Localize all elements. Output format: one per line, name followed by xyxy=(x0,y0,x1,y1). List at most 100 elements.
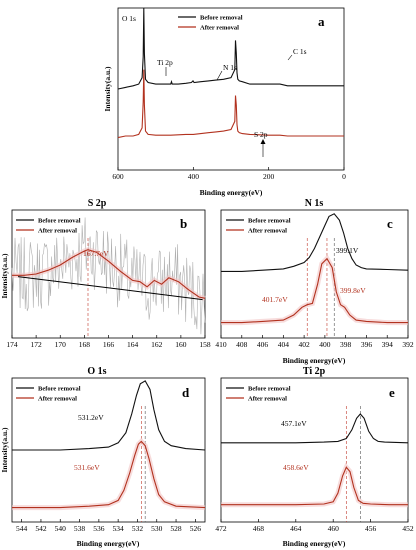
panel-d-legend: Before removal After removal xyxy=(16,386,81,403)
x-tick-label-b-166: 166 xyxy=(103,340,115,349)
series-d-after-removal xyxy=(12,440,206,509)
x-tick-label-d-530: 530 xyxy=(151,524,163,533)
panel-c-peak-label-left: 401.7eV xyxy=(262,295,288,304)
x-tick-label-d-542: 542 xyxy=(35,524,47,533)
annotation-n1s: N 1s xyxy=(223,63,237,72)
legend-e-after-label: After removal xyxy=(248,396,287,403)
panel-a: 600 400 200 0 a Before removal After remova… xyxy=(103,7,346,197)
arrow-c1s xyxy=(287,54,293,61)
x-tick-label-b-170: 170 xyxy=(55,340,67,349)
series-e-after-removal xyxy=(221,466,408,506)
x-tick-label-b-158: 158 xyxy=(199,340,211,349)
annotation-s2p: S 2p xyxy=(254,130,268,139)
panel-d-peak-label-before: 531.2eV xyxy=(78,413,104,422)
x-tick-label-b-174: 174 xyxy=(6,340,18,349)
annotation-c1s: C 1s xyxy=(293,47,307,56)
panel-e-ticks-group: 472 468 464 460 456 452 xyxy=(215,519,414,533)
x-tick-label-c-400: 400 xyxy=(319,340,331,349)
x-tick-label-b-160: 160 xyxy=(175,340,187,349)
x-tick-label-c-406: 406 xyxy=(257,340,269,349)
panel-d-ticks-group: 544 542 540 538 536 534 532 530 528 526 xyxy=(16,519,201,533)
panel-d: 544 542 540 538 536 534 532 530 528 526 O 1s d Be… xyxy=(0,366,206,548)
legend-a-before-label: Before removal xyxy=(200,15,243,22)
x-tick-label-d-528: 528 xyxy=(170,524,182,533)
panel-d-peak-label-after: 531.6eV xyxy=(74,463,100,472)
x-tick-label-a-600: 600 xyxy=(112,172,124,181)
x-tick-label-d-526: 526 xyxy=(190,524,202,533)
panel-a-legend: Before removal After removal xyxy=(178,15,243,32)
panel-e-letter: e xyxy=(389,385,395,400)
x-tick-label-c-402: 402 xyxy=(298,340,310,349)
x-tick-label-a-400: 400 xyxy=(188,172,200,181)
x-tick-label-d-536: 536 xyxy=(93,524,105,533)
legend-c-after-label: After removal xyxy=(248,228,287,235)
x-tick-label-a-0: 0 xyxy=(342,172,346,181)
x-tick-label-d-532: 532 xyxy=(132,524,144,533)
panel-a-letter: a xyxy=(318,14,325,29)
x-tick-label-a-200: 200 xyxy=(263,172,275,181)
series-a-after-removal xyxy=(117,69,344,139)
series-glow-d-1 xyxy=(12,437,206,511)
panel-c-letter: c xyxy=(387,216,393,231)
series-e-before-removal xyxy=(221,413,409,444)
panel-a-ticks-group: 600 400 200 0 xyxy=(112,167,346,181)
x-tick-label-d-540: 540 xyxy=(55,524,67,533)
x-tick-label-d-544: 544 xyxy=(16,524,28,533)
series-a-before-removal xyxy=(117,7,344,90)
panel-d-letter: d xyxy=(182,385,190,400)
x-tick-label-e-460: 460 xyxy=(328,524,340,533)
arrowhead-s2p xyxy=(260,139,266,144)
panel-a-xlabel: Binding energy(eV) xyxy=(200,188,263,197)
panel-d-ylabel: Intensity(a.u.) xyxy=(0,427,9,473)
legend-d-after-label: After removal xyxy=(38,396,77,403)
x-tick-label-e-464: 464 xyxy=(290,524,302,533)
x-tick-label-d-534: 534 xyxy=(113,524,125,533)
panel-d-title: O 1s xyxy=(87,366,106,377)
series-glow-c-1 xyxy=(221,254,408,326)
panel-b-raw-spectrum xyxy=(11,217,206,335)
legend-d-before-label: Before removal xyxy=(38,386,81,393)
x-tick-label-c-398: 398 xyxy=(340,340,352,349)
panel-e-title: Ti 2p xyxy=(303,366,326,377)
x-tick-label-b-162: 162 xyxy=(151,340,163,349)
series-b-baseline xyxy=(17,276,203,301)
panel-c-legend: Before removal After removal xyxy=(226,218,291,235)
panel-d-series-group xyxy=(12,380,206,522)
legend-b-after-label: After removal xyxy=(38,228,77,235)
x-tick-label-d-538: 538 xyxy=(74,524,86,533)
panel-e-series-group xyxy=(221,406,409,522)
x-tick-label-e-456: 456 xyxy=(365,524,377,533)
x-tick-label-b-172: 172 xyxy=(31,340,43,349)
panel-a-series-group xyxy=(117,7,344,139)
x-tick-label-e-468: 468 xyxy=(253,524,265,533)
x-tick-label-b-164: 164 xyxy=(127,340,139,349)
legend-a-after-label: After removal xyxy=(200,25,239,32)
x-tick-label-e-472: 472 xyxy=(215,524,227,533)
legend-e-before-label: Before removal xyxy=(248,386,291,393)
panel-b-ylabel: Intensity(a.u.) xyxy=(0,253,9,299)
annotation-o1s: O 1s xyxy=(122,14,136,23)
x-tick-label-c-408: 408 xyxy=(236,340,248,349)
x-tick-label-e-452: 452 xyxy=(402,524,414,533)
x-tick-label-c-396: 396 xyxy=(361,340,373,349)
panel-a-frame xyxy=(117,7,345,171)
series-c-after-removal xyxy=(221,257,408,324)
series-d-before-removal xyxy=(12,380,206,451)
panel-c-title: N 1s xyxy=(305,198,324,209)
panel-e-peak-label-before: 457.1eV xyxy=(281,419,307,428)
panel-c-xlabel: Binding energy(eV) xyxy=(283,356,346,365)
x-tick-label-c-392: 392 xyxy=(402,340,414,349)
panel-e-peak-label-after: 458.6eV xyxy=(283,463,309,472)
panel-b: 174 172 170 168 166 164 162 160 158 S 2p b Befor… xyxy=(0,198,211,349)
series-glow-e-1 xyxy=(221,462,408,508)
panel-c: 410 408 406 404 402 400 398 396 394 392 N 1s c Be… xyxy=(215,198,414,365)
panel-e-xlabel: Binding energy(eV) xyxy=(283,539,346,548)
panel-e: 472 468 464 460 456 452 Ti 2p e Before remova… xyxy=(215,366,414,548)
x-tick-label-c-394: 394 xyxy=(382,340,394,349)
arrow-n1s xyxy=(216,70,223,81)
panel-b-legend: Before removal After removal xyxy=(16,218,81,235)
series-c-before-removal xyxy=(221,213,409,272)
legend-b-before-label: Before removal xyxy=(38,218,81,225)
panel-c-series-group xyxy=(221,213,409,338)
